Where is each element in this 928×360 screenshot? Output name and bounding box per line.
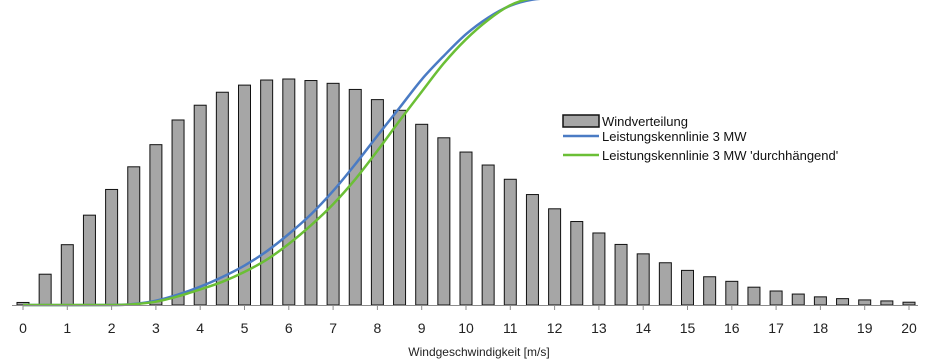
bar-windverteilung-10 — [459, 151, 473, 306]
bar-windverteilung-1 — [60, 244, 74, 306]
bar-windverteilung-7.5 — [348, 88, 362, 306]
line-series-group — [22, 0, 540, 307]
bar-windverteilung-16 — [725, 280, 739, 306]
bar-windverteilung-19 — [858, 299, 872, 306]
bar-windverteilung-20 — [902, 301, 916, 306]
x-tick-label-6: 6 — [285, 320, 293, 336]
x-tick-label-18: 18 — [813, 320, 829, 336]
bar-windverteilung-6 — [282, 78, 296, 306]
bar-windverteilung-19.5 — [880, 300, 894, 306]
x-tick-label-19: 19 — [857, 320, 873, 336]
bar-windverteilung-4.5 — [215, 91, 229, 306]
bar-windverteilung-14.5 — [658, 262, 672, 306]
x-axis-title: Windgeschwindigkeit [m/s] — [408, 345, 549, 359]
bar-windverteilung-13.5 — [614, 243, 628, 306]
bar-windverteilung-18.5 — [836, 298, 850, 306]
legend: Windverteilung Leistungskennlinie 3 MW L… — [562, 114, 838, 163]
bar-windverteilung-17 — [769, 290, 783, 306]
x-tick-label-12: 12 — [547, 320, 563, 336]
bar-windverteilung-10.5 — [481, 164, 495, 306]
x-tick-label-8: 8 — [374, 320, 382, 336]
legend-label-windverteilung: Windverteilung — [602, 114, 688, 129]
x-tick-label-4: 4 — [196, 320, 204, 336]
bar-windverteilung-18 — [813, 296, 827, 306]
x-tick-label-1: 1 — [63, 320, 71, 336]
bar-windverteilung-15 — [681, 269, 694, 306]
legend-label-leistungskennlinie-durchhaengend: Leistungskennlinie 3 MW 'durchhängend' — [602, 148, 838, 163]
x-tick-label-3: 3 — [152, 320, 160, 336]
line-leistungskennlinie-3mw-durchhaengend — [22, 0, 531, 307]
bar-windverteilung-2 — [105, 188, 119, 306]
x-tick-label-10: 10 — [458, 320, 474, 336]
x-tick-label-15: 15 — [680, 320, 696, 336]
bar-windverteilung-3.5 — [171, 119, 185, 306]
x-tick-label-17: 17 — [768, 320, 784, 336]
bar-windverteilung-0.5 — [38, 273, 52, 306]
x-tick-label-13: 13 — [591, 320, 607, 336]
x-tick-label-16: 16 — [724, 320, 740, 336]
x-tick-label-0: 0 — [19, 320, 27, 336]
bar-windverteilung-11.5 — [525, 194, 539, 306]
bar-windverteilung-11 — [503, 178, 517, 306]
bar-windverteilung-14 — [636, 253, 650, 306]
legend-label-leistungskennlinie: Leistungskennlinie 3 MW — [602, 129, 747, 144]
bar-windverteilung-12 — [548, 208, 562, 306]
bar-windverteilung-8.5 — [393, 109, 407, 306]
x-tick-label-9: 9 — [418, 320, 426, 336]
bar-windverteilung-15.5 — [703, 276, 717, 306]
bar-windverteilung-2.5 — [127, 166, 141, 306]
bar-series-windverteilung — [16, 78, 916, 306]
bar-windverteilung-17.5 — [791, 293, 805, 306]
line-leistungskennlinie-3mw — [22, 0, 540, 307]
bar-windverteilung-16.5 — [747, 286, 761, 306]
x-tick-label-5: 5 — [241, 320, 249, 336]
x-tick-label-7: 7 — [329, 320, 337, 336]
bar-windverteilung-6.5 — [304, 80, 318, 306]
legend-swatch-windverteilung — [562, 114, 600, 128]
bar-windverteilung-4 — [193, 104, 207, 306]
bar-windverteilung-1.5 — [82, 214, 96, 306]
x-tick-label-20: 20 — [901, 320, 917, 336]
bar-windverteilung-3 — [149, 144, 163, 306]
bar-windverteilung-9.5 — [437, 137, 451, 306]
bar-windverteilung-12.5 — [570, 221, 584, 306]
x-axis-ticks: 0 1 2 3 4 5 6 7 8 9 10 11 12 13 14 15 16 17 18 19 20 — [19, 305, 917, 336]
x-tick-label-2: 2 — [108, 320, 116, 336]
x-tick-label-14: 14 — [635, 320, 651, 336]
bar-windverteilung-5.5 — [260, 79, 274, 306]
x-tick-label-11: 11 — [503, 320, 518, 336]
bar-windverteilung-9 — [415, 123, 429, 306]
bar-windverteilung-13 — [592, 232, 606, 306]
